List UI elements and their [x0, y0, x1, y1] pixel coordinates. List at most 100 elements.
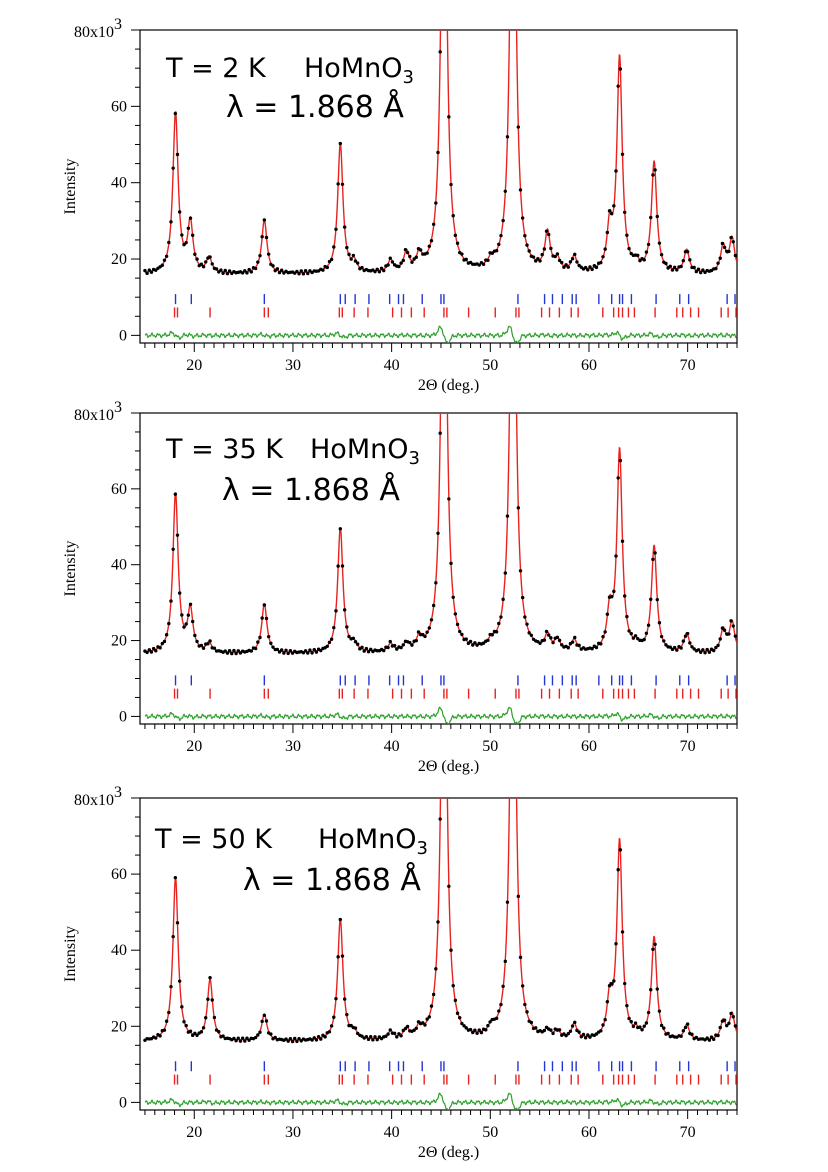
- observed-point: [581, 1032, 586, 1037]
- observed-point: [590, 647, 594, 651]
- observed-point: [542, 638, 547, 642]
- observed-point: [705, 647, 709, 652]
- observed-point: [327, 259, 332, 264]
- x-tick-label: 70: [680, 357, 696, 374]
- observed-point: [264, 235, 269, 240]
- observed-point: [431, 603, 436, 608]
- observed-point: [729, 619, 733, 623]
- observed-point: [336, 955, 340, 959]
- observed-point: [345, 1012, 349, 1017]
- y-top-tick-exponent: 3: [114, 399, 122, 416]
- observed-point: [312, 1036, 316, 1040]
- observed-point: [588, 265, 592, 269]
- observed-point: [325, 644, 329, 648]
- observed-point: [169, 220, 173, 224]
- observed-point: [230, 651, 234, 656]
- observed-point: [269, 1032, 273, 1036]
- observed-point: [208, 976, 212, 980]
- observed-point: [557, 258, 562, 263]
- observed-point: [392, 1031, 397, 1036]
- observed-point: [149, 650, 154, 654]
- observed-point: [208, 639, 212, 643]
- observed-point: [364, 1035, 369, 1039]
- observed-point: [245, 1036, 249, 1040]
- observed-point: [612, 589, 616, 594]
- observed-point: [243, 1039, 247, 1043]
- x-tick-label: 40: [384, 357, 400, 374]
- observed-point: [479, 1030, 484, 1035]
- observed-point: [657, 621, 662, 625]
- observed-point: [560, 643, 564, 647]
- y-tick-label: 0: [119, 327, 127, 344]
- observed-point: [206, 642, 210, 646]
- observed-point: [201, 265, 206, 269]
- calculated-profile: [144, 30, 737, 274]
- observed-point: [392, 643, 397, 648]
- observed-point: [586, 268, 590, 272]
- observed-point: [421, 1021, 425, 1025]
- observed-point: [429, 239, 434, 243]
- observed-point: [625, 614, 629, 619]
- observed-point: [332, 625, 336, 630]
- observed-point: [451, 595, 455, 599]
- observed-point: [505, 900, 510, 904]
- observed-point: [217, 1030, 221, 1034]
- observed-point: [405, 250, 410, 255]
- x-tick-label: 40: [384, 1124, 400, 1141]
- observed-point: [342, 997, 347, 1001]
- observed-point: [384, 1034, 388, 1038]
- observed-point: [423, 634, 427, 639]
- observed-point: [616, 868, 620, 872]
- observed-point: [199, 1030, 204, 1034]
- observed-point: [414, 638, 418, 643]
- observed-point: [314, 1038, 319, 1042]
- observed-point: [260, 1019, 264, 1024]
- observed-point: [609, 982, 614, 986]
- observed-point: [599, 642, 603, 646]
- observed-point: [408, 254, 412, 259]
- observed-point: [258, 635, 262, 640]
- observed-point: [182, 625, 186, 629]
- observed-point: [601, 635, 605, 639]
- observed-point: [288, 1036, 293, 1041]
- observed-point: [662, 639, 666, 643]
- observed-point: [164, 254, 169, 258]
- observed-point: [555, 252, 560, 256]
- observed-point: [640, 1028, 644, 1032]
- observed-point: [145, 271, 149, 276]
- observed-point: [679, 646, 683, 650]
- observed-point: [488, 1020, 492, 1024]
- observed-point: [468, 1027, 473, 1032]
- observed-point: [162, 258, 167, 262]
- observed-point: [236, 649, 240, 653]
- observed-point: [733, 1024, 737, 1028]
- observed-point: [266, 634, 271, 639]
- observed-point: [681, 258, 686, 263]
- observed-point: [675, 268, 679, 272]
- observed-point: [449, 182, 453, 187]
- observed-point: [284, 1037, 288, 1041]
- observed-point: [701, 268, 705, 272]
- observed-point: [538, 259, 542, 263]
- observed-point: [355, 642, 360, 646]
- observed-point: [698, 270, 703, 275]
- observed-point: [607, 209, 612, 213]
- observed-point: [201, 646, 206, 650]
- y-tick-label: 60: [111, 98, 127, 115]
- observed-point: [683, 1025, 688, 1030]
- y-tick-label: 40: [111, 942, 127, 959]
- observed-point: [573, 1020, 577, 1025]
- observed-point: [720, 241, 725, 246]
- observed-point: [729, 1011, 733, 1016]
- observed-point: [434, 201, 438, 205]
- observed-point: [436, 150, 440, 155]
- x-tick-label: 40: [384, 738, 400, 755]
- observed-point: [525, 1010, 529, 1014]
- observed-point: [727, 1021, 731, 1025]
- observed-point: [664, 261, 668, 266]
- observed-point: [399, 261, 403, 265]
- observed-point: [253, 646, 258, 651]
- observed-point: [271, 264, 275, 268]
- observed-point: [429, 1004, 434, 1008]
